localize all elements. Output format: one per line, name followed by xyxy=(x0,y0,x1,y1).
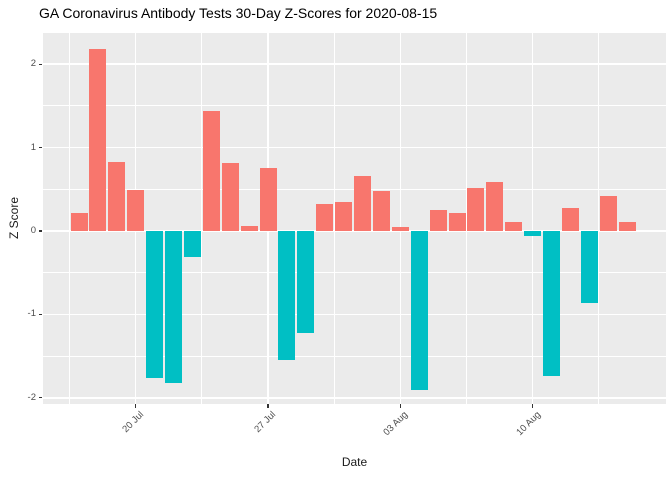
x-tick-label: 10 Aug xyxy=(513,409,543,438)
x-tick-mark xyxy=(134,404,137,408)
bar-07-aug xyxy=(467,188,485,231)
bar-03-aug xyxy=(391,226,409,231)
bar-23-jul xyxy=(183,231,201,257)
y-tick-mark xyxy=(38,146,42,149)
bar-01-aug xyxy=(354,175,371,231)
bar-20-jul xyxy=(127,190,145,231)
bar-25-jul xyxy=(221,163,239,231)
x-tick-mark xyxy=(399,404,402,408)
y-tick-mark xyxy=(38,230,42,232)
bar-24-jul xyxy=(202,110,220,231)
bar-10-aug xyxy=(524,231,542,236)
plot-panel xyxy=(43,33,666,404)
x-tick-label: 27 Jul xyxy=(252,409,279,436)
bar-11-aug xyxy=(543,231,560,377)
bar-06-aug xyxy=(448,212,466,231)
bar-09-aug xyxy=(505,221,523,231)
bar-02-aug xyxy=(372,190,390,231)
x-tick-mark xyxy=(267,404,269,408)
x-tick-label: 20 Jul xyxy=(120,409,146,436)
bar-19-jul xyxy=(108,161,126,231)
y-tick-label: -2 xyxy=(27,391,36,403)
y-major-gridline xyxy=(43,146,666,149)
y-major-gridline xyxy=(43,313,666,316)
bar-12-aug xyxy=(561,207,579,231)
y-major-gridline xyxy=(43,230,666,232)
x-tick-mark xyxy=(531,404,534,408)
bar-31-jul xyxy=(335,201,353,231)
bar-15-aug xyxy=(618,221,636,231)
y-tick-label: 2 xyxy=(30,58,36,70)
x-minor-gridline xyxy=(333,33,335,404)
x-tick-label: 03 Aug xyxy=(381,409,411,438)
x-minor-gridline xyxy=(201,33,203,404)
y-major-gridline xyxy=(43,396,666,399)
x-major-gridline xyxy=(399,33,402,404)
y-tick-label: 1 xyxy=(30,141,36,153)
bar-08-aug xyxy=(486,181,504,231)
x-minor-gridline xyxy=(598,33,600,404)
y-tick-mark xyxy=(38,396,42,399)
y-tick-label: 0 xyxy=(30,225,36,236)
x-minor-gridline xyxy=(69,33,70,404)
x-axis-title: Date xyxy=(341,455,368,469)
bar-26-jul xyxy=(240,226,258,231)
y-minor-gridline xyxy=(43,105,666,107)
bar-14-aug xyxy=(599,195,617,231)
y-tick-mark xyxy=(38,313,42,316)
bar-21-jul xyxy=(146,231,164,378)
chart-title: GA Coronavirus Antibody Tests 30-Day Z-S… xyxy=(39,5,438,21)
y-tick-label: -1 xyxy=(27,308,36,320)
bar-04-aug xyxy=(410,231,428,391)
y-minor-gridline xyxy=(43,272,666,274)
bar-05-aug xyxy=(429,210,447,231)
y-tick-mark xyxy=(38,63,42,65)
bar-29-jul xyxy=(297,231,315,333)
y-minor-gridline xyxy=(43,355,666,357)
y-major-gridline xyxy=(43,63,666,66)
bar-22-jul xyxy=(165,231,182,383)
bar-17-jul xyxy=(70,213,88,231)
x-minor-gridline xyxy=(466,33,467,404)
bar-28-jul xyxy=(278,231,296,361)
bar-18-jul xyxy=(89,49,107,231)
bar-30-jul xyxy=(316,204,334,231)
x-major-gridline xyxy=(531,33,534,404)
bar-13-aug xyxy=(580,231,598,303)
bar-27-jul xyxy=(259,168,277,231)
